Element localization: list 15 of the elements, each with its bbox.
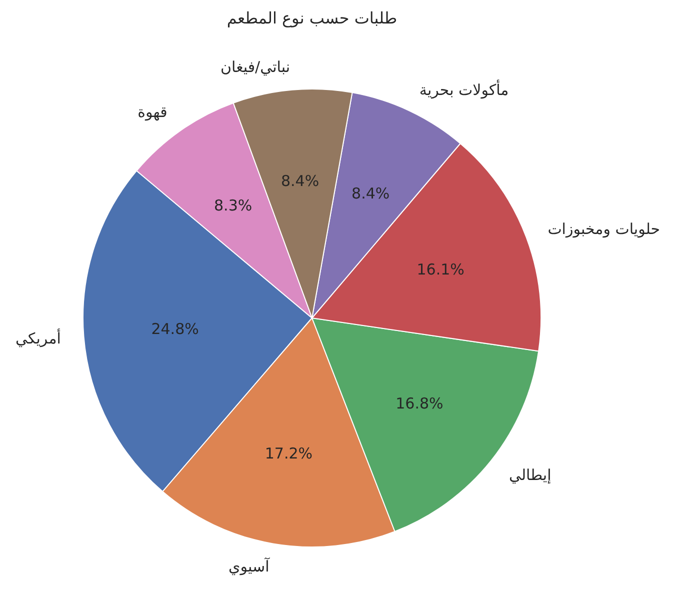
slice-label: آسيوي — [228, 556, 270, 576]
data-label: 16.1% — [416, 260, 464, 279]
slice-label: إيطالي — [508, 466, 552, 484]
slice-label: أمريكي — [15, 328, 61, 348]
slice-label: قهوة — [138, 102, 168, 121]
data-label: 8.3% — [214, 196, 252, 215]
slice-label: حلويات ومخبوزات — [548, 220, 660, 238]
data-label: 17.2% — [264, 444, 313, 462]
slice-label: مأكولات بحرية — [419, 79, 509, 100]
data-label: 24.8% — [151, 320, 199, 338]
data-label: 8.4% — [280, 172, 320, 190]
slice-label: نباتي/فيغان — [220, 58, 290, 76]
chart-title: طلبات حسب نوع المطعم — [226, 8, 398, 28]
data-label: 8.4% — [352, 184, 390, 203]
data-label: 16.8% — [396, 394, 444, 413]
